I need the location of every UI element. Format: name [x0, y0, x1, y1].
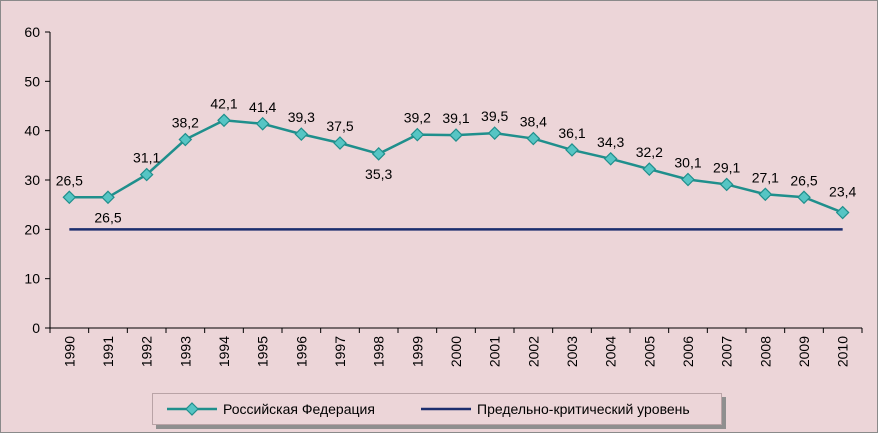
data-point-marker [62, 190, 77, 205]
legend-label-critical: Предельно-критический уровень [477, 401, 690, 417]
x-tick-label: 2002 [525, 336, 541, 367]
legend: Российская Федерация Предельно-критическ… [152, 393, 722, 425]
data-label: 29,1 [713, 159, 740, 175]
data-label: 38,2 [172, 115, 199, 131]
data-point-marker [797, 190, 811, 205]
y-tick-label: 10 [24, 271, 40, 287]
y-tick-label: 30 [24, 172, 40, 188]
data-point-marker [217, 113, 231, 128]
data-label: 37,5 [326, 118, 353, 134]
data-point-marker [101, 190, 115, 205]
x-tick-label: 2008 [757, 336, 773, 367]
data-label: 41,4 [249, 99, 276, 115]
data-label: 34,3 [597, 134, 624, 150]
x-tick-label: 1992 [139, 336, 155, 367]
x-tick-label: 2004 [603, 336, 619, 367]
legend-item-critical: Предельно-критический уровень [421, 399, 690, 419]
x-tick-label: 1997 [332, 336, 348, 367]
legend-line-diamond-icon [167, 402, 217, 416]
x-tick-label: 2001 [487, 336, 503, 367]
y-tick-label: 50 [24, 73, 40, 89]
data-point-marker [835, 205, 850, 220]
x-tick-label: 1991 [100, 336, 116, 367]
data-point-marker [681, 172, 695, 187]
data-label: 26,5 [94, 209, 121, 225]
x-tick-label: 2005 [641, 336, 657, 367]
data-point-marker [410, 127, 425, 142]
y-tick-label: 0 [32, 320, 40, 336]
legend-line-icon [421, 407, 471, 411]
y-tick-label: 40 [24, 123, 40, 139]
axes: 0 10 20 30 40 50 60 1990 1991 1992 1993 1994 1995 199… [24, 24, 863, 367]
data-label: 31,1 [133, 150, 160, 166]
x-tick-label: 1998 [371, 336, 387, 367]
data-label: 39,5 [481, 108, 508, 124]
data-point-marker [294, 127, 309, 141]
data-point-marker [487, 126, 502, 140]
data-label: 32,2 [636, 144, 663, 160]
data-label: 26,5 [56, 172, 83, 188]
data-point-marker [565, 143, 579, 157]
data-label: 39,3 [288, 109, 315, 125]
data-point-marker [719, 177, 734, 192]
x-tick-label: 2000 [448, 336, 464, 367]
legend-label-russia: Российская Федерация [223, 401, 375, 417]
data-label: 23,4 [829, 184, 856, 200]
data-label: 35,3 [365, 166, 392, 182]
data-labels: 26,5 26,5 31,1 38,2 42,1 41,4 39,3 37,5 35,3 39,2… [56, 95, 857, 225]
x-tick-label: 2010 [835, 336, 851, 367]
x-tick-label: 2007 [719, 336, 735, 367]
data-point-marker [449, 128, 463, 142]
data-point-marker [371, 147, 386, 161]
data-label: 30,1 [674, 155, 701, 171]
data-label: 38,4 [520, 114, 547, 130]
data-point-marker [526, 131, 541, 146]
data-label: 26,5 [790, 172, 817, 188]
series-markers [62, 113, 850, 220]
data-point-marker [178, 132, 193, 147]
x-tick-label: 1996 [293, 336, 309, 367]
data-point-marker [603, 151, 618, 166]
x-tick-label: 1990 [61, 336, 77, 367]
legend-item-russia: Российская Федерация [167, 399, 375, 419]
y-tick-label: 20 [24, 221, 40, 237]
x-tick-label: 2006 [680, 336, 696, 367]
data-label: 39,2 [404, 110, 431, 126]
x-tick-label: 1994 [216, 336, 232, 367]
data-point-marker [642, 162, 657, 176]
data-point-marker [139, 167, 154, 182]
x-tick-label: 1993 [177, 336, 193, 367]
data-label: 27,1 [752, 169, 779, 185]
data-label: 39,1 [442, 110, 469, 126]
x-tick-label: 1999 [409, 336, 425, 367]
x-tick-label: 2009 [796, 336, 812, 367]
data-point-marker [255, 116, 270, 131]
data-label: 36,1 [558, 125, 585, 141]
x-tick-label: 2003 [564, 336, 580, 367]
y-tick-label: 60 [24, 24, 40, 40]
data-point-marker [333, 136, 347, 150]
x-tick-label: 1995 [255, 336, 271, 367]
data-label: 42,1 [210, 95, 237, 111]
data-point-marker [758, 187, 773, 202]
